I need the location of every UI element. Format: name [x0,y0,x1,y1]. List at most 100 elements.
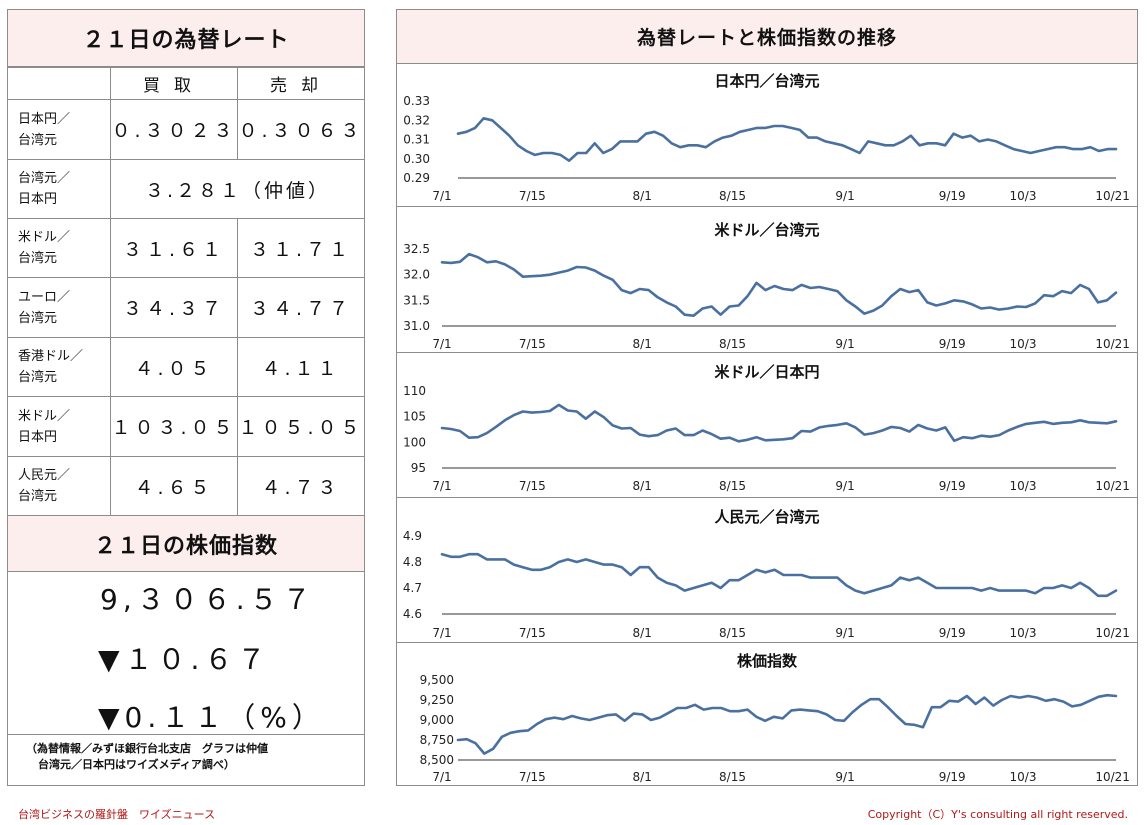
x-tick-label: 7/1 [432,479,451,493]
y-tick-label: 0.29 [403,171,430,185]
x-tick-label: 9/1 [835,337,854,351]
y-tick-label: 8,500 [420,753,454,767]
series-line [440,552,1118,598]
y-tick-label: 4.6 [403,607,422,621]
sell-value: ３４.７７ [237,277,365,338]
x-tick-label: 9/1 [835,479,854,493]
rate-header: ２１日の為替レート [7,9,365,67]
y-tick-label: 105 [403,410,426,424]
y-tick-label: 0.31 [403,133,430,147]
x-tick-label: 7/1 [432,337,451,351]
y-tick-label: 8,750 [420,733,454,747]
table-row: 米ドル／ 日本円 １０３.０５ １０５.０５ [7,396,365,457]
y-tick-label: 32.0 [403,268,430,282]
x-tick-label: 10/21 [1095,770,1130,784]
y-tick-label: 100 [403,435,426,449]
col-sell-header: 売却 [237,67,365,100]
footer-left: 台湾ビジネスの羅針盤 ワイズニュース [18,808,216,821]
pair-label: 日本円／ 台湾元 [7,99,111,160]
x-tick-label: 9/19 [939,337,966,351]
buy-value: ０.３０２３ [110,99,238,160]
chart-jpy-twd: 0.33 0.32 0.31 0.30 0.297/1 7/15 8/1 8/15 9/1 9/1… [403,94,1130,203]
y-tick-label: 31.5 [403,293,430,307]
y-tick-label: 4.7 [403,581,422,595]
stock-title: ２１日の株価指数 [93,533,278,559]
chart-panel-cny-twd: 人民元／台湾元 4.9 4.8 4.7 4.6 7/1 7/15 8/1 8/15 9/1 9/1… [396,497,1138,642]
rate-title: ２１日の為替レート [82,28,290,53]
y-tick-label: 0.30 [403,152,430,166]
chart-title: 米ドル／日本円 [714,363,820,381]
x-tick-label: 9/19 [939,626,966,640]
series-line [440,252,1118,317]
sell-value: ４.７３ [237,456,365,516]
buy-value: ３４.３７ [110,277,238,338]
x-tick-label: 10/3 [1010,626,1037,640]
sell-value: ３１.７１ [237,218,365,278]
chart-stock: 9,500 9,250 9,000 8,750 8,500 7/1 7/15 8/1 8/15 9… [420,673,1130,784]
x-tick-label: 10/21 [1095,479,1130,493]
x-tick-label: 10/3 [1010,189,1037,203]
x-tick-label: 10/21 [1095,189,1130,203]
x-tick-label: 7/1 [432,770,451,784]
sell-value: ４.１１ [237,337,365,397]
table-row: 日本円／ 台湾元 ０.３０２３ ０.３０６３ [7,99,365,160]
x-tick-label: 7/15 [519,770,546,784]
x-tick-label: 8/15 [719,479,746,493]
x-tick-label: 8/15 [719,189,746,203]
source-line-2: 台湾元／日本円はワイズメディア調べ） [38,758,235,771]
x-tick-label: 9/19 [939,770,966,784]
x-tick-label: 7/1 [432,626,451,640]
chart-panel-stock: 株価指数 9,500 9,250 9,000 8,750 8,500 7/1 7/15 8/1… [396,642,1138,786]
series-line [456,116,1118,162]
chart-panel-usd-twd: 米ドル／台湾元 32.5 32.0 31.5 31.0 7/1 7/15 8/1 8/15 9/… [396,206,1138,352]
stock-header: ２１日の株価指数 [7,515,365,572]
x-tick-label: 10/3 [1010,479,1037,493]
x-tick-label: 7/15 [519,337,546,351]
x-tick-label: 8/15 [719,337,746,351]
stock-percent: ▼0.１１（%） [98,701,325,734]
stock-panel: 9,３０６.５７ ▼１０.６７ ▼0.１１（%） [7,571,365,735]
y-tick-label: 31.0 [403,319,430,333]
y-tick-label: 0.33 [403,94,430,108]
x-tick-label: 8/15 [719,626,746,640]
col-buy-header: 買取 [110,67,238,100]
x-tick-label: 9/19 [939,189,966,203]
y-tick-label: 4.8 [403,555,422,569]
series-line [440,403,1118,443]
header-blank-cell [7,67,111,100]
y-tick-label: 0.32 [403,113,430,127]
y-tick-label: 95 [411,461,426,475]
rate-table: 買取 売却 日本円／ 台湾元 ０.３０２３ ０.３０６３ 台湾元／ 日本円 ３.２８… [7,67,365,516]
buy-value: ４.０５ [110,337,238,397]
x-tick-label: 8/15 [719,770,746,784]
sell-value: １０５.０５ [237,396,365,457]
y-tick-label: 9,000 [420,713,454,727]
y-tick-label: 9,250 [420,693,454,707]
charts-frame [396,9,1138,786]
stock-value: 9,３０６.５７ [100,583,316,616]
x-tick-label: 10/3 [1010,770,1037,784]
x-tick-label: 9/1 [835,770,854,784]
x-tick-label: 8/1 [633,770,652,784]
stock-change: ▼１０.６７ [98,643,271,676]
buy-value: ３１.６１ [110,218,238,278]
x-tick-label: 7/1 [432,189,451,203]
pair-label: 香港ドル／ 台湾元 [7,337,111,397]
pair-label: 米ドル／ 台湾元 [7,218,111,278]
series-line [456,693,1118,755]
charts-title: 為替レートと株価指数の推移 [636,27,897,49]
source-note: （為替情報／みずほ銀行台北支店 グラフは仲値 台湾元／日本円はワイズメディア調べ… [7,734,365,786]
buy-value: １０３.０５ [110,396,238,457]
chart-title: 日本円／台湾元 [714,72,820,90]
chart-title: 株価指数 [736,652,797,670]
table-row: 香港ドル／ 台湾元 ４.０５ ４.１１ [7,337,365,397]
pair-label: 米ドル／ 日本円 [7,396,111,457]
table-row: 人民元／ 台湾元 ４.６５ ４.７３ [7,456,365,516]
x-tick-label: 8/1 [633,479,652,493]
y-tick-label: 110 [403,384,426,398]
buy-value: ４.６５ [110,456,238,516]
footer-right: Copyright（C）Y's consulting all right res… [867,808,1128,821]
x-tick-label: 10/21 [1095,626,1130,640]
table-row: ユーロ／ 台湾元 ３４.３７ ３４.７７ [7,277,365,338]
x-tick-label: 8/1 [633,189,652,203]
